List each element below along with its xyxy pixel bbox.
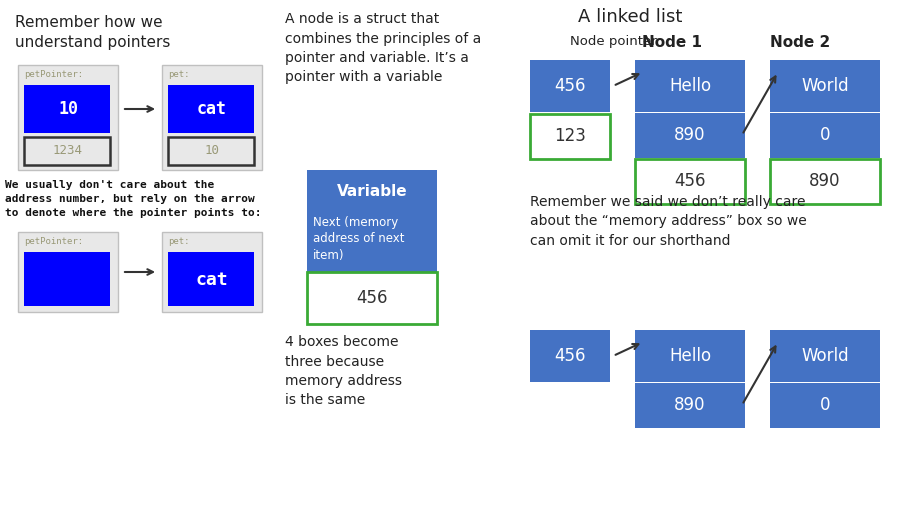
- Text: Variable: Variable: [336, 184, 407, 199]
- Bar: [770, 113, 880, 158]
- Bar: [770, 330, 880, 382]
- Bar: [530, 114, 610, 159]
- Bar: [307, 212, 437, 272]
- Text: 0: 0: [820, 126, 830, 144]
- Text: Hello: Hello: [669, 77, 711, 95]
- Text: petPointer:: petPointer:: [24, 237, 83, 246]
- Text: We usually don't care about the: We usually don't care about the: [5, 180, 215, 190]
- Bar: [770, 159, 880, 204]
- Bar: [635, 383, 745, 428]
- Bar: [770, 383, 880, 428]
- Bar: [168, 85, 254, 133]
- Bar: [635, 330, 745, 382]
- Bar: [24, 137, 110, 165]
- Bar: [18, 65, 118, 170]
- Bar: [635, 60, 745, 112]
- Text: Next (memory
address of next
item): Next (memory address of next item): [313, 216, 405, 262]
- Text: 890: 890: [674, 126, 705, 144]
- Text: to denote where the pointer points to:: to denote where the pointer points to:: [5, 208, 262, 218]
- Bar: [770, 60, 880, 112]
- Bar: [635, 159, 745, 204]
- Text: 890: 890: [809, 172, 841, 190]
- Text: 10: 10: [205, 144, 219, 157]
- Text: 4 boxes become
three because
memory address
is the same: 4 boxes become three because memory addr…: [285, 335, 402, 408]
- Text: 890: 890: [674, 396, 705, 414]
- Bar: [24, 252, 110, 306]
- Bar: [168, 252, 254, 306]
- Text: Hello: Hello: [669, 347, 711, 365]
- Text: 456: 456: [356, 289, 388, 307]
- Text: A linked list: A linked list: [578, 8, 682, 26]
- Text: address number, but rely on the arrow: address number, but rely on the arrow: [5, 194, 255, 204]
- Text: 0: 0: [820, 396, 830, 414]
- Text: 10: 10: [58, 100, 78, 118]
- Text: pet:: pet:: [168, 70, 189, 79]
- Text: pet:: pet:: [168, 237, 189, 246]
- Text: 456: 456: [554, 77, 585, 95]
- Bar: [24, 85, 110, 133]
- Bar: [307, 272, 437, 324]
- Text: petPointer:: petPointer:: [24, 70, 83, 79]
- Text: 456: 456: [674, 172, 705, 190]
- Text: Node 2: Node 2: [770, 35, 830, 50]
- Bar: [530, 60, 610, 112]
- Bar: [18, 232, 118, 312]
- Bar: [307, 170, 437, 212]
- Bar: [162, 232, 262, 312]
- Text: 1234: 1234: [53, 144, 83, 157]
- Text: Node 1: Node 1: [642, 35, 702, 50]
- Text: A node is a struct that
combines the principles of a
pointer and variable. It’s : A node is a struct that combines the pri…: [285, 12, 481, 85]
- Bar: [168, 137, 254, 165]
- Text: Node pointer: Node pointer: [570, 35, 656, 48]
- Bar: [162, 65, 262, 170]
- Bar: [635, 113, 745, 158]
- Bar: [530, 330, 610, 382]
- Text: 456: 456: [554, 347, 585, 365]
- Text: World: World: [801, 347, 849, 365]
- Text: Remember we said we don’t really care
about the “memory address” box so we
can o: Remember we said we don’t really care ab…: [530, 195, 807, 248]
- Text: cat: cat: [197, 100, 227, 118]
- Text: cat: cat: [195, 271, 228, 289]
- Text: 123: 123: [554, 127, 586, 145]
- Text: Remember how we
understand pointers: Remember how we understand pointers: [15, 15, 170, 50]
- Text: World: World: [801, 77, 849, 95]
